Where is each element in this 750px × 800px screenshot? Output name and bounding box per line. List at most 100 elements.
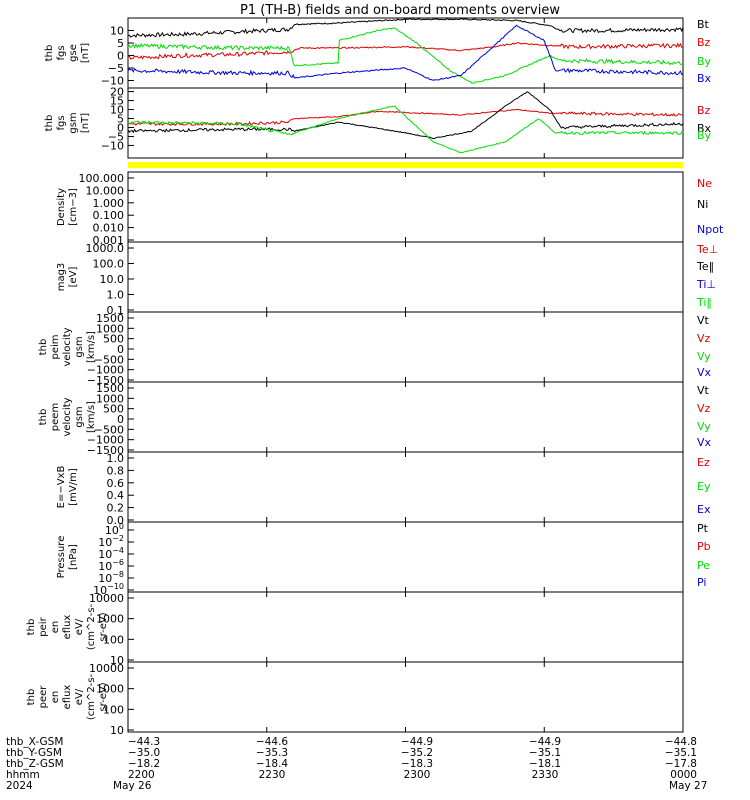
legend-ne: Ne <box>697 177 712 190</box>
panel-peem-velocity: thb peem velocity gsm [km/s] 150010005000−500… <box>38 381 712 457</box>
figure-title: P1 (TH-B) fields and on-board moments ov… <box>240 3 560 18</box>
y-axis-label: thb <box>44 45 55 62</box>
axis-row-value: −44.3 <box>128 736 160 748</box>
y-tick-label: −1000 <box>87 364 124 377</box>
y-tick-label: 0 <box>117 50 124 63</box>
axis-row-value: −35.1 <box>665 747 697 759</box>
legend-ey: Ey <box>697 480 711 493</box>
y-axis-label: mag3 <box>56 263 67 292</box>
series-line-by <box>127 27 684 84</box>
legend-by: By <box>697 55 712 68</box>
legend-te‖: Te‖ <box>696 260 714 273</box>
axis-row-label: thb_Y-GSM <box>6 747 62 759</box>
y-tick-label: 0.1 <box>107 304 125 317</box>
y-tick-label: 1.0 <box>107 289 125 302</box>
legend-ti⊥: Ti⊥ <box>696 278 716 291</box>
y-axis-label: fgs <box>56 45 67 60</box>
y-axis-label: eflux <box>62 685 73 710</box>
y-axis-label: thb <box>26 619 37 636</box>
y-axis-label: gsm <box>68 112 79 133</box>
yellow-status-bar <box>128 162 683 168</box>
date-start: May 26 <box>113 780 152 792</box>
panel-efield: E=−VxB [mV/m] 1.00.80.60.40.20.0 Ez Ey Ex <box>56 451 711 527</box>
y-tick-label: 1000 <box>96 683 124 696</box>
axis-row-value: −18.2 <box>128 758 160 770</box>
y-axis-label: (cm^2-s- <box>86 603 97 650</box>
y-tick-label: 5 <box>117 37 124 50</box>
y-tick-label: 0.6 <box>107 477 125 490</box>
y-tick-label: 0.001 <box>93 234 125 247</box>
y-tick-label: −10 <box>101 139 124 152</box>
y-tick-label: 10 <box>110 724 124 737</box>
axis-row-value: −35.3 <box>256 747 288 759</box>
axis-row-value: 2230 <box>259 769 286 781</box>
y-tick-label: 10 <box>110 25 124 38</box>
y-tick-label: −1000 <box>87 434 124 447</box>
y-axis-label: gse <box>68 44 79 62</box>
legend-ti‖: Ti‖ <box>696 296 712 309</box>
axis-row-label: thb_Z-GSM <box>6 758 64 770</box>
panel-peir-flux: thb peir en eflux eV/(cm^2-s-sr-eV) 10000 1000… <box>26 591 684 667</box>
y-tick-label: 1500 <box>96 312 124 325</box>
y-tick-label: 10−2 <box>98 534 124 549</box>
axis-row-value: −35.0 <box>128 747 160 759</box>
y-tick-label: 10000 <box>89 662 124 675</box>
legend-by: By <box>697 129 712 142</box>
panel-density: Density [cm−3]100.00010.0001.0000.1000.01… <box>56 171 724 247</box>
legend-ez: Ez <box>697 456 710 469</box>
axis-row-value: −35.2 <box>401 747 433 759</box>
y-tick-label: 100 <box>105 522 124 537</box>
y-tick-label: 0.4 <box>107 489 125 502</box>
series-line-bz <box>127 108 684 127</box>
y-axis-label: eflux <box>62 615 73 640</box>
y-axis-label: [km/s] <box>86 331 97 363</box>
y-tick-label: 100 <box>103 703 124 716</box>
panel-frame <box>127 591 684 663</box>
y-axis-label: thb <box>38 339 49 356</box>
axis-row-value: −18.1 <box>529 758 561 770</box>
y-axis-label: [nT] <box>80 43 91 63</box>
y-axis-label: thb <box>38 409 49 426</box>
panel-frame <box>127 661 684 733</box>
y-axis-label: en <box>50 691 61 704</box>
y-axis-label: [eV] <box>68 267 79 288</box>
panel-peer-flux: thb peer en eflux eV/(cm^2-s-sr-eV) 10000 1000… <box>26 661 684 737</box>
axis-row-value: −44.9 <box>529 736 561 748</box>
legend-bz: Bz <box>697 36 711 49</box>
y-tick-label: 10 <box>110 654 124 667</box>
y-tick-label: 100.000 <box>79 172 125 185</box>
year-label: 2024 <box>6 780 33 792</box>
legend-bt: Bt <box>697 18 710 31</box>
legend-npot: Npot <box>697 223 724 236</box>
y-axis-label: eV/ <box>74 688 85 705</box>
legend-vt: Vt <box>697 384 710 397</box>
panel-frame <box>127 171 684 243</box>
y-tick-label: 100.0 <box>93 258 125 271</box>
y-axis-label: peim <box>50 334 61 359</box>
legend-vx: Vx <box>697 436 712 449</box>
y-axis-label: sr-eV) <box>98 612 109 641</box>
axis-row-value: −18.4 <box>256 758 288 770</box>
legend-te⊥: Te⊥ <box>696 243 718 256</box>
y-tick-label: 1000.0 <box>86 242 125 255</box>
y-tick-label: 5 <box>117 113 124 126</box>
axis-row-value: −35.1 <box>529 747 561 759</box>
y-tick-label: −500 <box>94 423 124 436</box>
y-tick-label: 15 <box>110 95 124 108</box>
y-tick-label: 1.0 <box>107 452 125 465</box>
legend-vt: Vt <box>697 314 710 327</box>
y-axis-label: Pressure <box>56 536 67 579</box>
y-axis-label: [km/s] <box>86 401 97 433</box>
y-tick-label: 500 <box>103 403 124 416</box>
y-tick-label: −5 <box>108 62 124 75</box>
legend-pb: Pb <box>697 540 711 553</box>
y-tick-label: 10.0 <box>100 273 125 286</box>
panel-frame <box>127 521 684 593</box>
axis-row-value: −44.8 <box>665 736 697 748</box>
axis-row-value: −17.8 <box>665 758 697 770</box>
y-axis-label: gsm <box>74 406 85 427</box>
y-axis-label: eV/ <box>74 618 85 635</box>
y-tick-label: 10−4 <box>98 546 124 561</box>
